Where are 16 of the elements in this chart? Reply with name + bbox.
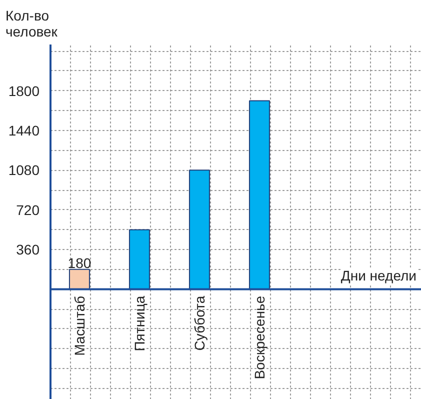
x-tick-label: Воскресенье (251, 296, 268, 380)
bar (248, 100, 270, 290)
y-tick-label: 1440 (8, 122, 40, 138)
x-tick-label: Пятница (131, 296, 148, 352)
x-tick-label: Масштаб (71, 296, 88, 356)
bar (188, 170, 210, 290)
x-tick-label: Суббота (191, 296, 208, 351)
y-tick-label: 360 (16, 242, 40, 258)
y-tick-label: 1080 (8, 162, 40, 178)
y-tick-label: 1800 (8, 82, 40, 99)
x-axis-title: Дни недели (340, 268, 417, 284)
data-label: 180 (68, 254, 92, 271)
y-axis-title: Кол-во человек (6, 8, 58, 40)
bar (68, 268, 90, 290)
bar (128, 229, 150, 290)
y-tick-label: 720 (16, 202, 40, 218)
